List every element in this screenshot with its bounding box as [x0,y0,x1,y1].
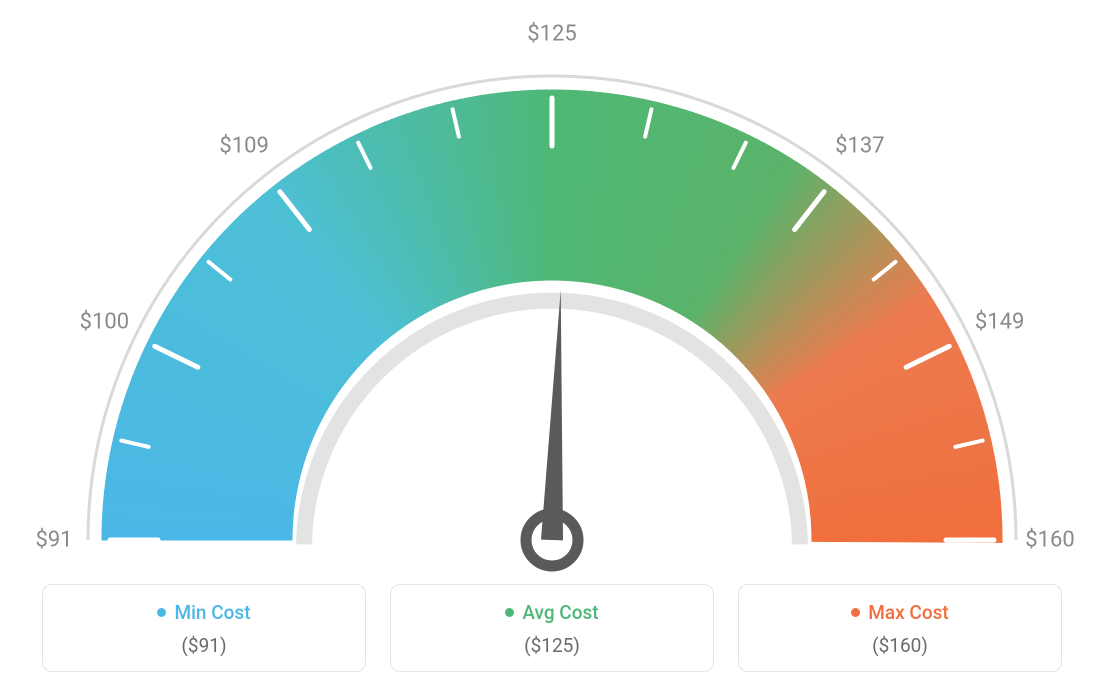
legend-label-max: Max Cost [868,601,948,624]
legend-dot-avg [505,608,514,617]
legend-label-min: Min Cost [174,601,250,624]
gauge-tick-label: $160 [1025,528,1074,553]
legend-value-avg: ($125) [401,634,703,657]
legend-dot-max [851,608,860,617]
legend-label-avg: Avg Cost [522,601,598,624]
gauge-tick-label: $125 [527,22,576,47]
gauge-tick-label: $109 [219,133,268,158]
gauge-tick-label: $149 [975,309,1024,334]
gauge-tick-label: $100 [80,309,129,334]
legend-value-min: ($91) [53,634,355,657]
gauge-tick-label: $137 [835,133,884,158]
legend-title-max: Max Cost [851,601,948,624]
legend-card-min: Min Cost ($91) [42,584,366,672]
gauge-svg [52,30,1052,590]
legend-card-avg: Avg Cost ($125) [390,584,714,672]
gauge-chart: $91$100$109$125$137$149$160 [52,30,1052,570]
legend-title-min: Min Cost [157,601,250,624]
gauge-tick-label: $91 [35,528,72,553]
legend-title-avg: Avg Cost [505,601,598,624]
legend-dot-min [157,608,166,617]
legend-value-max: ($160) [749,634,1051,657]
legend-row: Min Cost ($91) Avg Cost ($125) Max Cost … [42,584,1062,672]
legend-card-max: Max Cost ($160) [738,584,1062,672]
